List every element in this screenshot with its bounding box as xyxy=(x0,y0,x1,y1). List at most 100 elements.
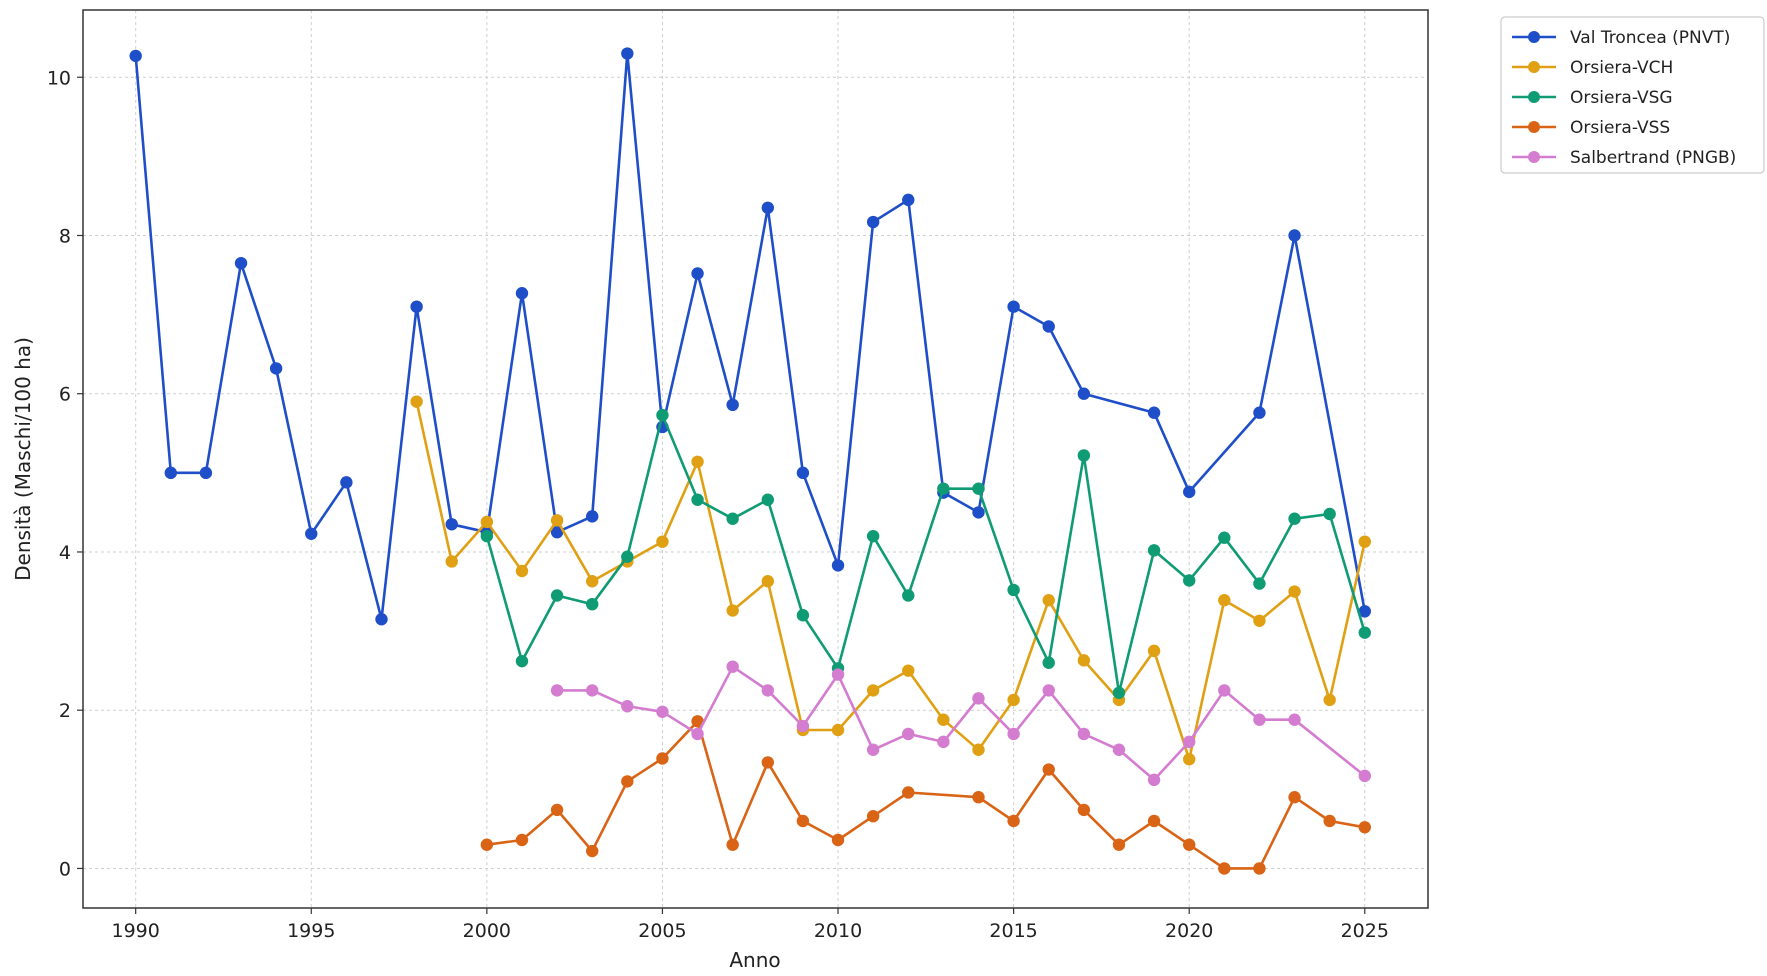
data-point xyxy=(1288,791,1301,804)
data-point xyxy=(445,555,458,568)
legend-item: Orsiera-VSS xyxy=(1512,118,1670,138)
data-point xyxy=(1358,769,1371,783)
data-point xyxy=(550,514,564,527)
data-point xyxy=(726,838,739,851)
data-point xyxy=(1112,838,1126,851)
data-point xyxy=(621,700,634,713)
legend-item: Orsiera-VSG xyxy=(1512,88,1673,108)
legend-item: Val Troncea (PNVT) xyxy=(1512,28,1730,48)
data-point xyxy=(550,803,564,817)
data-point xyxy=(1112,686,1126,699)
data-point xyxy=(1077,387,1091,400)
data-point xyxy=(550,684,564,697)
data-point xyxy=(269,362,283,375)
series-line xyxy=(415,401,1367,761)
data-point xyxy=(691,727,704,741)
data-point xyxy=(1147,773,1161,787)
y-tick-label: 0 xyxy=(59,858,71,880)
data-point xyxy=(902,727,915,741)
data-point xyxy=(586,684,599,697)
data-point xyxy=(1183,574,1196,587)
data-point xyxy=(902,193,915,207)
data-point xyxy=(1007,814,1020,828)
series-line xyxy=(134,52,1367,621)
data-point xyxy=(586,510,599,523)
data-point xyxy=(1042,656,1055,669)
data-point xyxy=(691,715,704,728)
data-point xyxy=(1183,735,1196,749)
legend-marker xyxy=(1528,91,1540,103)
data-point xyxy=(831,559,845,572)
data-point xyxy=(1218,684,1231,697)
data-point xyxy=(1288,512,1301,525)
legend-label: Orsiera-VCH xyxy=(1570,58,1673,78)
legend-label: Orsiera-VSG xyxy=(1570,88,1673,108)
grid-lines xyxy=(83,10,1428,908)
series-lines xyxy=(129,47,1371,875)
data-point xyxy=(515,654,529,668)
data-point xyxy=(796,814,810,828)
x-tick-label: 1995 xyxy=(287,920,335,942)
y-axis-title: Densità (Maschi/100 ha) xyxy=(11,337,35,581)
data-point xyxy=(1358,535,1371,548)
data-point xyxy=(1358,821,1371,834)
data-point xyxy=(761,684,774,697)
data-point xyxy=(1007,583,1020,597)
data-point xyxy=(375,613,388,626)
series-1 xyxy=(129,47,1371,626)
data-point xyxy=(656,535,669,548)
data-point xyxy=(1218,594,1231,607)
x-tick-label: 2015 xyxy=(989,920,1037,942)
legend-marker xyxy=(1528,121,1540,133)
data-point xyxy=(1042,594,1055,607)
data-point xyxy=(902,589,915,602)
data-point xyxy=(1288,229,1301,242)
series-5 xyxy=(550,660,1371,787)
data-point xyxy=(831,668,845,681)
data-point xyxy=(691,493,704,506)
data-point xyxy=(761,756,774,769)
data-point xyxy=(480,515,494,529)
data-point xyxy=(1077,449,1091,462)
x-tick-label: 2000 xyxy=(463,920,511,942)
data-point xyxy=(937,482,950,495)
legend-box xyxy=(1500,16,1765,174)
x-tick-label: 2010 xyxy=(814,920,862,942)
data-point xyxy=(1147,814,1161,828)
data-point xyxy=(1288,585,1301,598)
data-point xyxy=(1112,743,1126,756)
data-point xyxy=(480,838,494,851)
data-point xyxy=(515,564,529,578)
data-point xyxy=(761,493,774,506)
data-point xyxy=(726,398,739,412)
data-point xyxy=(1253,614,1266,627)
data-point xyxy=(831,723,845,737)
legend-label: Val Troncea (PNVT) xyxy=(1570,28,1730,48)
data-point xyxy=(1007,300,1020,313)
data-point xyxy=(1288,713,1301,726)
data-point xyxy=(550,589,564,602)
data-point xyxy=(761,201,774,214)
data-point xyxy=(199,466,213,480)
data-point xyxy=(726,512,739,525)
data-point xyxy=(866,684,880,697)
data-point xyxy=(1042,684,1055,697)
data-point xyxy=(1183,485,1196,499)
data-point xyxy=(726,604,739,617)
data-point xyxy=(1077,803,1091,817)
y-tick-label: 2 xyxy=(59,700,71,722)
data-point xyxy=(586,597,599,611)
data-point xyxy=(656,752,669,765)
legend-label: Orsiera-VSS xyxy=(1570,118,1670,138)
data-point xyxy=(866,810,880,823)
legend-marker xyxy=(1528,61,1540,73)
data-point xyxy=(340,476,353,489)
data-point xyxy=(410,395,423,408)
series-3 xyxy=(480,408,1371,699)
data-point xyxy=(1183,838,1196,851)
x-tick-label: 2005 xyxy=(638,920,686,942)
data-point xyxy=(972,791,985,804)
data-point xyxy=(1253,406,1266,419)
axis-ticks: 1990 1995 2000 2005 2010 2015 2020 2025 0 2 4 6 8 10 xyxy=(47,67,1389,942)
data-point xyxy=(796,466,810,480)
